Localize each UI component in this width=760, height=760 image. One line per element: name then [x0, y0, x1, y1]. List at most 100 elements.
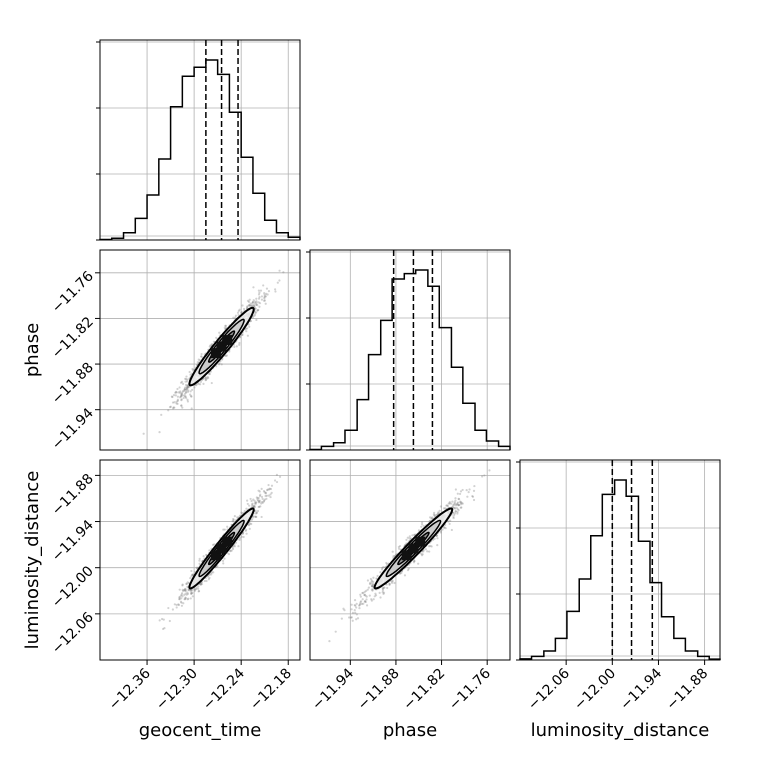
- sample-point: [385, 563, 389, 566]
- y-tick-label: −12.06: [49, 609, 97, 657]
- sample-point: [186, 384, 189, 387]
- sample-point: [276, 281, 279, 284]
- sample-point: [190, 592, 193, 595]
- sample-point: [210, 381, 213, 385]
- sample-point: [420, 554, 424, 557]
- sample-point: [181, 583, 184, 586]
- sample-point: [368, 594, 371, 597]
- sample-point: [171, 608, 174, 611]
- x-tick-label: −11.82: [400, 666, 448, 714]
- sample-point: [176, 398, 179, 401]
- sample-point: [351, 611, 355, 614]
- sample-point: [167, 606, 170, 610]
- sample-point: [183, 588, 186, 592]
- sample-point: [199, 583, 202, 586]
- sample-point: [173, 603, 176, 606]
- sample-point: [350, 608, 353, 611]
- sample-point: [264, 491, 268, 494]
- sample-point: [245, 330, 248, 333]
- sample-point: [264, 295, 268, 298]
- sample-point: [328, 640, 331, 643]
- sample-point: [260, 295, 264, 298]
- sample-point: [258, 305, 261, 308]
- sample-point: [179, 600, 183, 603]
- sample-point: [257, 489, 260, 492]
- sample-point: [267, 483, 270, 487]
- density-peak: [210, 348, 221, 359]
- sample-point: [252, 504, 256, 507]
- density-peak: [210, 550, 221, 561]
- sample-point: [160, 617, 164, 621]
- sample-point: [409, 537, 413, 540]
- sample-point: [433, 514, 436, 517]
- sample-point: [433, 537, 436, 540]
- sample-point: [191, 367, 194, 371]
- sample-point: [254, 313, 257, 316]
- sample-point: [361, 598, 364, 601]
- sample-point: [255, 318, 258, 322]
- sample-point: [180, 399, 183, 402]
- sample-point: [182, 589, 185, 593]
- sample-point: [370, 598, 373, 601]
- sample-point: [194, 588, 197, 591]
- sample-point: [274, 290, 277, 293]
- sample-point: [251, 502, 254, 505]
- sample-point: [210, 343, 213, 346]
- sample-point: [224, 354, 227, 358]
- sample-point: [358, 604, 361, 607]
- y-axis-label-luminosity_distance: luminosity_distance: [22, 471, 43, 650]
- y-tick-label: −11.94: [49, 405, 97, 453]
- sample-point: [453, 501, 456, 504]
- sample-point: [175, 603, 178, 607]
- sample-point: [349, 616, 353, 619]
- sample-point: [184, 588, 187, 591]
- sample-point: [243, 509, 246, 513]
- sample-point: [420, 552, 423, 555]
- sample-point: [184, 396, 188, 399]
- sample-point: [189, 597, 192, 600]
- sample-point: [450, 528, 453, 532]
- sample-point: [181, 584, 184, 587]
- sample-point: [353, 599, 357, 602]
- sample-point: [388, 583, 391, 586]
- sample-point: [263, 291, 266, 295]
- sample-point: [371, 585, 374, 588]
- sample-point: [229, 549, 232, 552]
- sample-point: [456, 503, 459, 506]
- sample-point: [254, 509, 257, 512]
- sample-point: [390, 581, 394, 584]
- sample-point: [251, 302, 254, 305]
- sample-point: [454, 488, 457, 491]
- sample-point: [224, 324, 228, 327]
- sample-point: [206, 575, 209, 578]
- sample-point: [380, 568, 384, 571]
- sample-point: [461, 502, 464, 505]
- sample-point: [256, 509, 260, 513]
- sample-point: [190, 589, 193, 592]
- sample-point: [441, 528, 444, 531]
- x-tick-label: −12.36: [106, 665, 154, 713]
- sample-point: [204, 378, 208, 381]
- sample-point: [231, 546, 234, 549]
- sample-point: [240, 511, 243, 514]
- sample-point: [261, 497, 264, 500]
- sample-point: [405, 542, 408, 545]
- sample-point: [354, 611, 357, 614]
- sample-point: [348, 616, 351, 619]
- sample-point: [468, 488, 471, 491]
- sample-point: [197, 382, 200, 386]
- sample-point: [263, 293, 266, 296]
- sample-point: [436, 537, 439, 540]
- sample-point: [181, 592, 184, 595]
- sample-point: [417, 529, 421, 532]
- sample-point: [253, 314, 256, 317]
- sample-point: [382, 566, 385, 569]
- density-peak: [415, 536, 426, 547]
- sample-point: [397, 545, 400, 549]
- sample-point: [258, 291, 261, 294]
- sample-point: [249, 302, 252, 305]
- sample-point: [251, 316, 255, 319]
- sample-point: [255, 511, 258, 514]
- sample-point: [179, 381, 183, 384]
- sample-point: [483, 474, 486, 477]
